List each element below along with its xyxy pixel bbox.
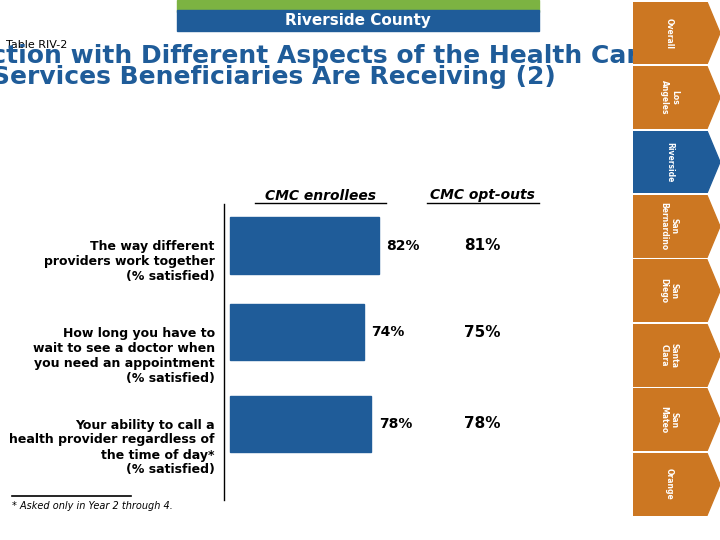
Text: Riverside County: Riverside County: [285, 13, 431, 28]
Text: * Asked only in Year 2 through 4.: * Asked only in Year 2 through 4.: [12, 501, 174, 511]
Text: Riverside: Riverside: [665, 142, 674, 182]
Bar: [178, 0, 539, 12]
Text: Los
Angeles: Los Angeles: [660, 80, 679, 115]
Polygon shape: [633, 324, 720, 387]
Text: Orange: Orange: [665, 468, 674, 500]
Text: 78%: 78%: [379, 417, 412, 431]
Text: Your ability to call a
health provider regardless of
the time of day*
(% satisfi: Your ability to call a health provider r…: [9, 418, 215, 476]
Text: Satisfaction with Different Aspects of the Health Care: Satisfaction with Different Aspects of t…: [0, 44, 655, 68]
Text: Santa
Clara: Santa Clara: [660, 343, 679, 368]
Polygon shape: [633, 2, 720, 64]
Text: Table RIV-2: Table RIV-2: [6, 40, 68, 51]
Polygon shape: [633, 453, 720, 516]
Text: Overall: Overall: [665, 17, 674, 49]
Bar: [230, 303, 364, 361]
Text: 81%: 81%: [464, 238, 501, 253]
Text: 78%: 78%: [464, 416, 501, 431]
Text: 55: 55: [669, 523, 684, 533]
Text: How long you have to
wait to see a doctor when
you need an appointment
(% satisf: How long you have to wait to see a docto…: [32, 327, 215, 384]
Text: San
Bernardino: San Bernardino: [660, 202, 679, 251]
Text: San
Mateo: San Mateo: [660, 406, 679, 434]
Text: CMC opt-outs: CMC opt-outs: [431, 188, 535, 202]
Polygon shape: [633, 259, 720, 322]
Text: San
Diego: San Diego: [660, 278, 679, 303]
Polygon shape: [633, 388, 720, 451]
Text: 82%: 82%: [386, 239, 420, 253]
Polygon shape: [633, 131, 720, 193]
Text: CMC enrollees: CMC enrollees: [265, 188, 377, 202]
Text: Services Beneficiaries Are Receiving (2): Services Beneficiaries Are Receiving (2): [0, 65, 556, 89]
Bar: [178, 10, 539, 31]
Text: 75%: 75%: [464, 325, 501, 340]
Bar: [230, 217, 379, 274]
Text: 74%: 74%: [372, 325, 405, 339]
Polygon shape: [633, 66, 720, 129]
Bar: [230, 395, 372, 453]
Polygon shape: [633, 195, 720, 258]
Text: The way different
providers work together
(% satisfied): The way different providers work togethe…: [44, 240, 215, 284]
